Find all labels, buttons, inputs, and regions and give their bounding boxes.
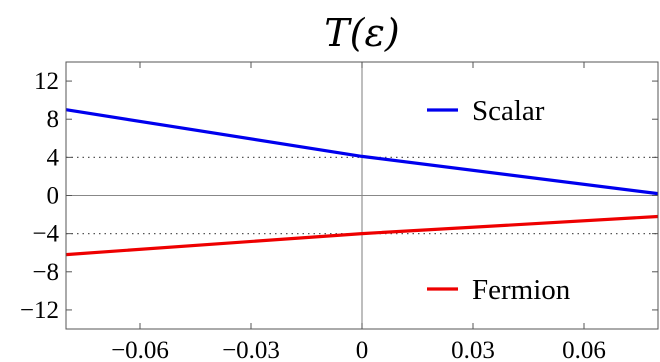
y-tick-label: 4 — [47, 144, 60, 171]
chart-title: T(ε) — [324, 11, 399, 55]
legend: Scalar Fermion — [427, 95, 571, 306]
x-tick-label: −0.03 — [222, 337, 280, 362]
x-tick-label: 0 — [356, 337, 369, 362]
y-tick-label: −4 — [32, 221, 59, 248]
y-tick-label: −12 — [20, 297, 59, 324]
axis-ticks: −0.06 −0.03 0 0.03 0.06 12 8 4 0 −4 −8 −12 — [20, 62, 658, 362]
x-tick-label: 0.06 — [562, 337, 606, 362]
legend-label-fermion: Fermion — [472, 274, 571, 306]
y-tick-label: 0 — [47, 183, 60, 210]
x-tick-label: −0.06 — [111, 337, 169, 362]
y-tick-label: 12 — [34, 68, 59, 95]
series-lines — [65, 108, 659, 257]
legend-label-scalar: Scalar — [472, 95, 545, 127]
reference-lines — [66, 62, 658, 329]
series-line-fermion — [65, 214, 659, 257]
y-tick-label: 8 — [47, 106, 60, 133]
x-tick-label: 0.03 — [451, 337, 495, 362]
series-line-scalar — [65, 108, 659, 196]
y-tick-label: −8 — [32, 259, 59, 286]
